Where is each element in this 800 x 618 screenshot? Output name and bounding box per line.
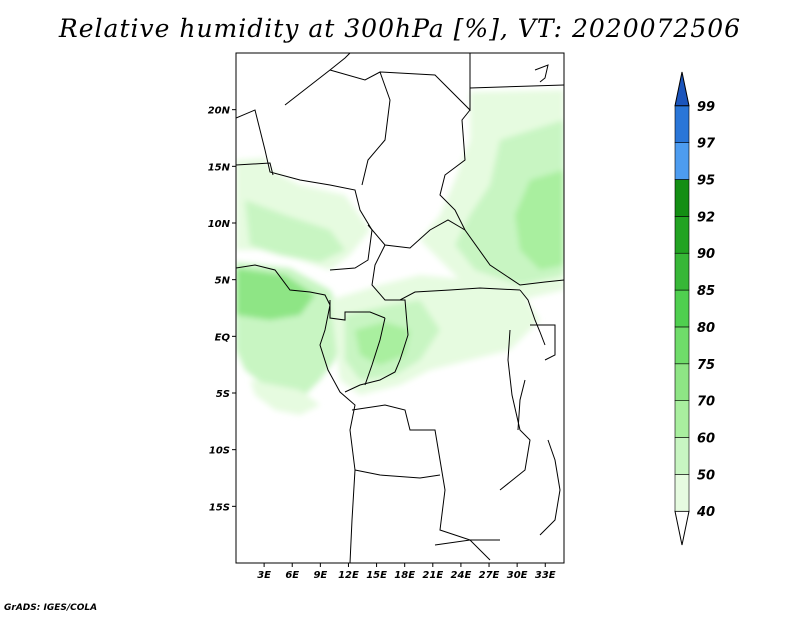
colorbar-label: 50 xyxy=(697,468,715,483)
border-line xyxy=(534,64,549,83)
lon-tick-label: 9E xyxy=(313,570,327,581)
colorbar-segment xyxy=(674,474,690,512)
lon-tick-label: 18E xyxy=(394,570,415,581)
coastline-west xyxy=(236,264,356,563)
field-region-sw xyxy=(250,380,320,415)
colorbar-label: 80 xyxy=(697,321,715,336)
lon-tick-label: 6E xyxy=(285,570,299,581)
colorbar-segment xyxy=(674,289,690,328)
colorbar-label: 85 xyxy=(697,284,715,299)
border-line xyxy=(344,299,409,393)
lon-tick-label: 33E xyxy=(535,570,556,581)
colorbar-segment xyxy=(674,437,690,475)
border-line xyxy=(434,539,491,561)
colorbar-segment xyxy=(674,363,690,401)
border-line xyxy=(351,404,500,541)
border-line xyxy=(539,439,561,536)
lon-tick-label: 27E xyxy=(479,570,500,581)
lon-tick-label: 12E xyxy=(338,570,359,581)
colorbar-segment xyxy=(674,216,690,254)
border-line xyxy=(439,109,564,286)
lat-tick-label: 15S xyxy=(209,502,230,513)
map-title: Relative humidity at 300hPa [%], VT: 202… xyxy=(58,14,742,43)
border-line xyxy=(236,162,274,176)
border-line xyxy=(530,324,556,361)
border-line xyxy=(236,109,373,271)
field-region-west-inner xyxy=(245,200,345,262)
border-line xyxy=(379,53,471,112)
colorbar: 40 50 60 70 75 80 85 90 92 95 97 99 xyxy=(674,71,716,546)
credit-label: GrADS: IGES/COLA xyxy=(4,603,98,613)
colorbar-label: 92 xyxy=(697,210,715,225)
colorbar-label: 60 xyxy=(697,432,715,447)
colorbar-max-triangle xyxy=(674,71,690,107)
colorbar-segment xyxy=(674,142,690,180)
lat-tick-label: 15N xyxy=(208,162,231,173)
lat-tick-label: 10N xyxy=(208,219,231,230)
field-region-ne-core xyxy=(515,170,564,270)
lon-tick-label: 30E xyxy=(507,570,528,581)
lat-tick-label: 20N xyxy=(208,106,231,117)
lat-tick-label: 5N xyxy=(215,276,231,287)
colorbar-segment xyxy=(674,179,690,217)
field-region-central-core xyxy=(355,322,410,365)
lon-tick-label: 3E xyxy=(257,570,271,581)
country-borders xyxy=(236,53,564,563)
colorbar-segment xyxy=(674,252,690,291)
colorbar-label: 75 xyxy=(697,358,715,373)
lat-tick-label: 10S xyxy=(209,446,230,457)
colorbar-label: 70 xyxy=(697,395,715,410)
border-line xyxy=(284,53,351,106)
lon-tick-label: 15E xyxy=(366,570,387,581)
colorbar-label: 97 xyxy=(697,137,716,152)
border-line xyxy=(517,379,526,431)
field-region-gulf-core xyxy=(236,268,315,320)
colorbar-segment xyxy=(674,400,690,438)
lon-tick-label: 24E xyxy=(451,570,472,581)
border-line xyxy=(329,300,386,321)
colorbar-label: 99 xyxy=(697,100,715,115)
colorbar-segment xyxy=(674,105,690,143)
border-line xyxy=(499,329,531,491)
colorbar-label: 95 xyxy=(697,174,715,189)
colorbar-label: 40 xyxy=(696,505,715,520)
border-line xyxy=(354,469,441,479)
colorbar-min-triangle xyxy=(674,510,690,546)
border-line xyxy=(367,219,466,249)
lat-tick-label: EQ xyxy=(215,332,231,343)
lon-tick-label: 21E xyxy=(422,570,443,581)
border-line xyxy=(364,317,386,386)
colorbar-segment xyxy=(674,326,690,365)
map-frame xyxy=(235,52,565,564)
lat-tick-label: 5S xyxy=(216,389,230,400)
colorbar-label: 90 xyxy=(697,247,715,262)
border-line xyxy=(469,84,564,89)
latitude-axis: 20N 15N 10N 5N EQ 5S 10S 15S xyxy=(208,106,236,513)
border-line xyxy=(519,289,546,346)
border-line xyxy=(329,69,391,186)
humidity-field xyxy=(236,90,564,415)
longitude-axis: 3E 6E 9E 12E 15E 18E 21E 24E 27E 30E 33E xyxy=(257,563,556,581)
